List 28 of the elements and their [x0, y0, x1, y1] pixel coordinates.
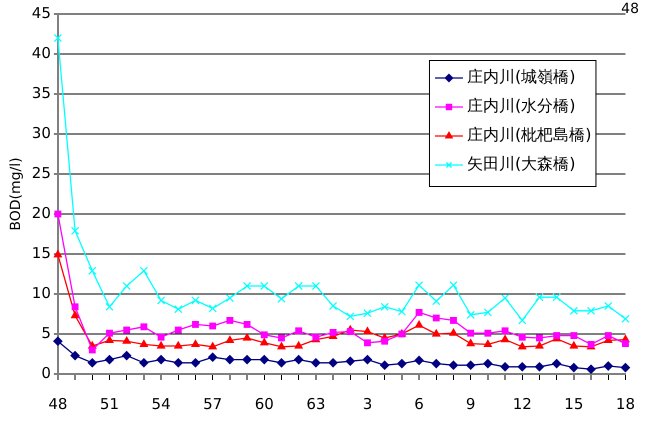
y-tick-label: 20 [32, 204, 51, 222]
legend-label: 庄内川(城嶺橋) [466, 67, 576, 86]
x-tick-label: 51 [100, 394, 120, 413]
y-tick-label: 30 [32, 124, 51, 142]
y-tick-label: 0 [41, 364, 51, 382]
y-tick-label: 15 [32, 244, 51, 262]
legend-label: 庄内川(水分橋) [466, 96, 576, 116]
x-tick-label: 15 [564, 394, 584, 413]
x-tick-label: 9 [466, 394, 476, 413]
x-tick-label: 60 [254, 394, 274, 413]
x-tick-label: 3 [362, 394, 372, 413]
y-tick-label: 10 [32, 284, 51, 302]
y-tick-label: 40 [32, 44, 51, 62]
x-tick-label: 18 [616, 394, 636, 413]
x-tick-label: 57 [203, 394, 222, 413]
legend-label: 庄内川(枇杷島橋) [466, 125, 592, 144]
y-tick-label: 5 [41, 324, 51, 342]
x-tick-label: 6 [414, 394, 424, 413]
x-tick-label: 54 [152, 394, 171, 413]
x-tick-label: 63 [306, 394, 326, 413]
x-tick-label: 12 [512, 394, 532, 413]
y-axis-title: BOD(mg/l) [8, 157, 24, 231]
y-tick-label: 45 [32, 4, 51, 22]
y-tick-label: 25 [32, 164, 51, 182]
legend-label: 矢田川(大森橋) [466, 154, 576, 174]
x-tick-label: 48 [48, 394, 68, 413]
y-tick-label: 35 [32, 84, 51, 102]
annotation: 48 [621, 1, 639, 17]
